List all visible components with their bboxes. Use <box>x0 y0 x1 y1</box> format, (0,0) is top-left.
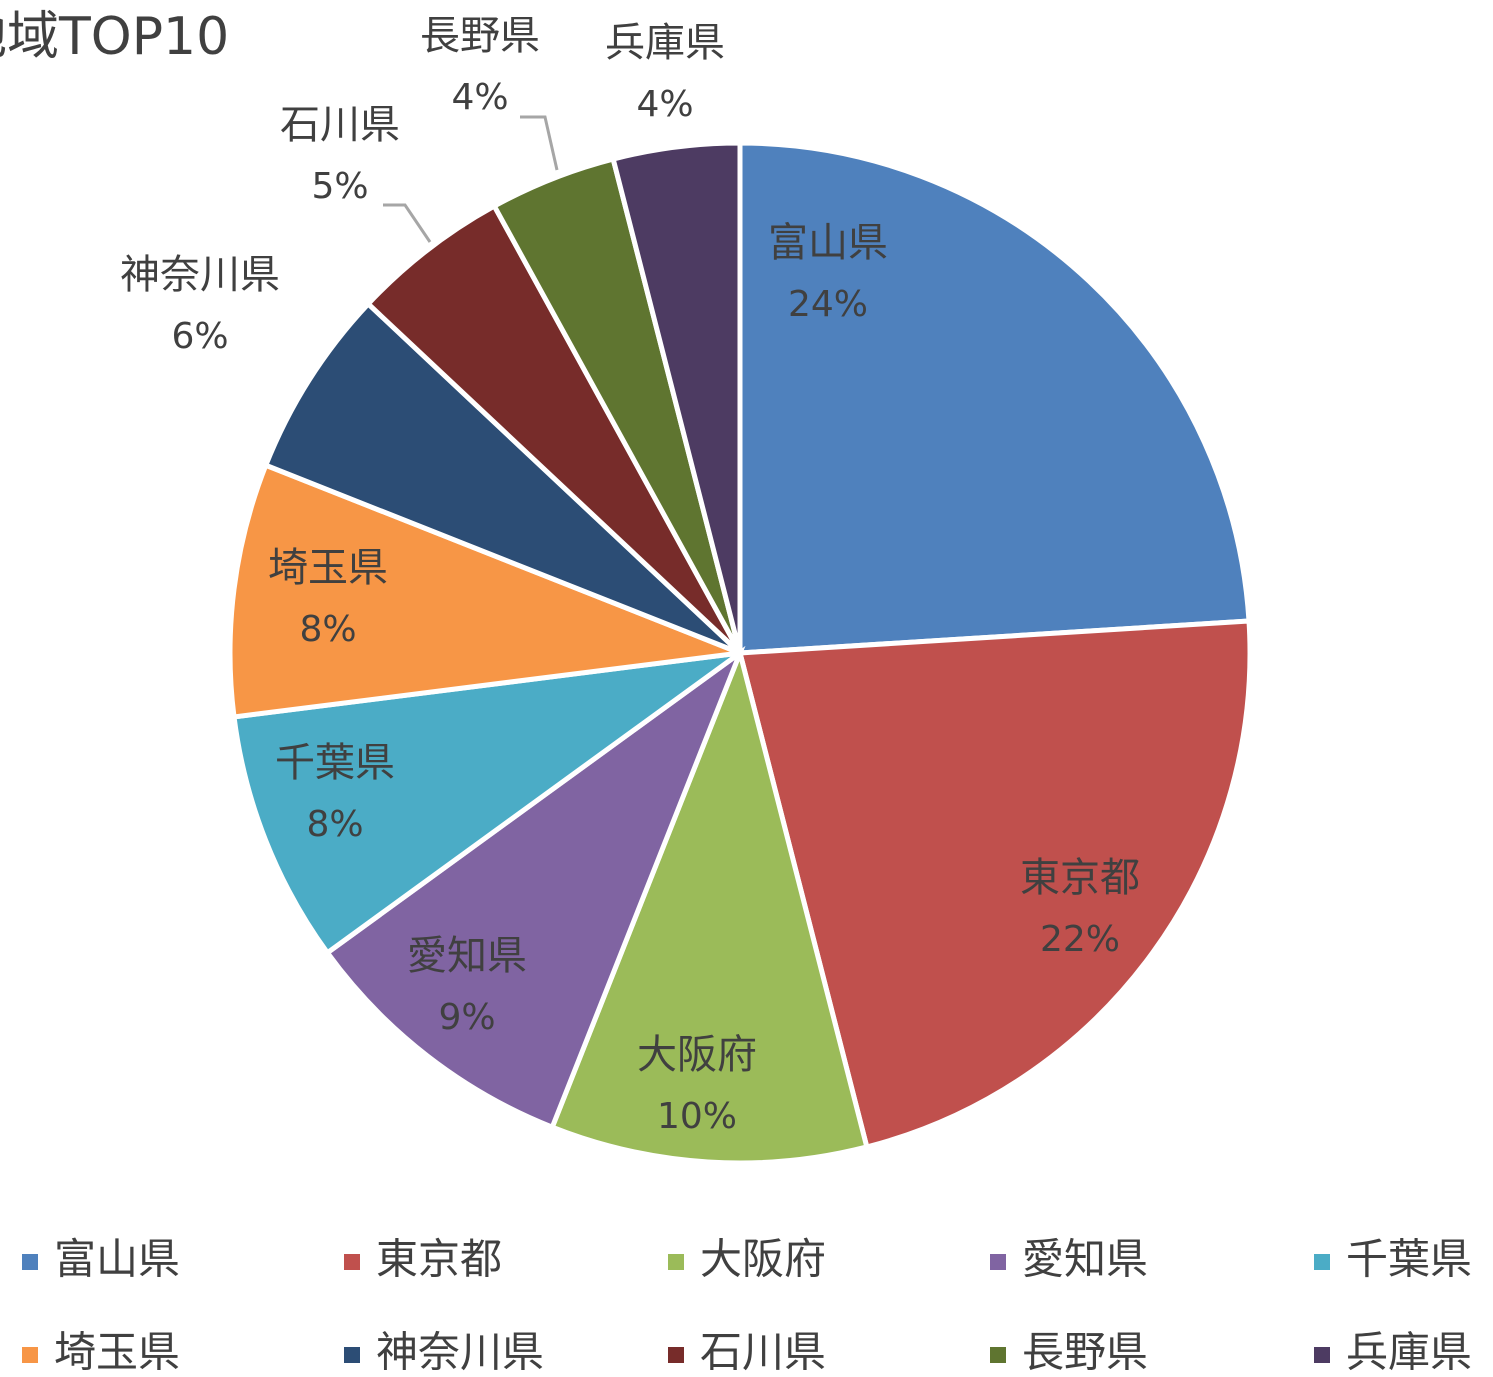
legend-label: 長野県 <box>1022 1328 1148 1377</box>
pie-slice <box>364 202 743 655</box>
legend-swatch <box>344 1347 360 1363</box>
data-label-value: 10% <box>657 1096 737 1137</box>
data-label-name: 長野県 <box>420 13 540 59</box>
legend-swatch <box>1314 1254 1330 1270</box>
pie-slice <box>737 140 1252 656</box>
legend-label: 兵庫県 <box>1346 1328 1472 1377</box>
pie-slice <box>549 644 870 1166</box>
data-label-value: 22% <box>1040 919 1120 960</box>
legend-swatch <box>668 1347 684 1363</box>
pie-slice <box>262 300 742 656</box>
legend-label: 富山県 <box>54 1235 180 1284</box>
legend-swatch <box>22 1254 38 1270</box>
legend-label: 愛知県 <box>1022 1235 1148 1284</box>
leader-line <box>520 115 559 171</box>
legend-swatch <box>22 1347 38 1363</box>
pie-slice <box>736 618 1253 1151</box>
legend-label: 埼玉県 <box>54 1328 180 1377</box>
data-label-value: 4% <box>451 77 508 118</box>
data-label-value: 6% <box>171 316 228 357</box>
data-label-value: 5% <box>311 166 368 207</box>
legend-swatch <box>668 1254 684 1270</box>
pie-slice <box>610 140 743 654</box>
legend-label: 大阪府 <box>700 1235 826 1284</box>
legend-label: 東京都 <box>376 1235 502 1284</box>
data-label-name: 埼玉県 <box>268 545 388 591</box>
pie-slice <box>323 645 746 1131</box>
data-label-value: 8% <box>306 804 363 845</box>
data-label-name: 東京都 <box>1020 855 1140 901</box>
data-label-name: 大阪府 <box>637 1032 757 1078</box>
legend-label: 石川県 <box>700 1328 826 1377</box>
data-label-name: 神奈川県 <box>120 252 280 298</box>
pie-slice <box>231 650 742 957</box>
pie-slice <box>227 462 741 720</box>
data-label-name: 兵庫県 <box>605 20 725 66</box>
leader-line <box>383 203 432 243</box>
legend-label: 神奈川県 <box>376 1328 544 1377</box>
data-label-value: 8% <box>299 609 356 650</box>
data-label-name: 富山県 <box>768 220 888 266</box>
data-label-value: 9% <box>438 997 495 1038</box>
legend-label: 千葉県 <box>1346 1235 1472 1284</box>
legend-swatch <box>990 1254 1006 1270</box>
data-label-name: 千葉県 <box>275 740 395 786</box>
data-label-name: 石川県 <box>280 102 400 148</box>
legend-swatch <box>344 1254 360 1270</box>
data-label-value: 4% <box>636 84 693 125</box>
data-label-value: 24% <box>788 284 868 325</box>
data-label-name: 愛知県 <box>407 933 527 979</box>
legend-swatch <box>990 1347 1006 1363</box>
legend-swatch <box>1314 1347 1330 1363</box>
chart-title: 地域TOP10 <box>0 7 229 67</box>
